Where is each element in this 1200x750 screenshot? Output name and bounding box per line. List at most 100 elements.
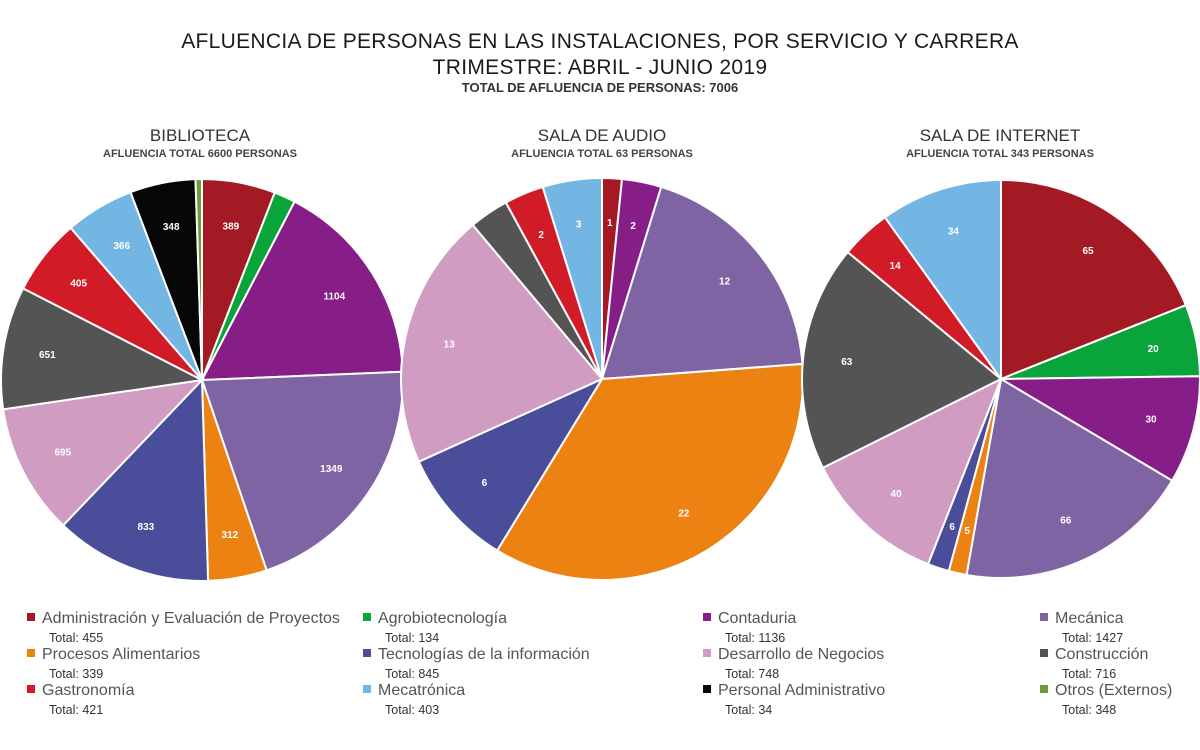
data-label: 833	[138, 522, 155, 533]
legend-swatch	[1040, 612, 1048, 621]
legend-label: Mecatrónica	[378, 682, 466, 699]
legend-swatch	[1040, 684, 1048, 693]
data-label: 1104	[323, 291, 345, 302]
legend-swatch	[27, 612, 35, 621]
data-label: 34	[948, 227, 960, 238]
pie-slice	[200, 200, 404, 382]
legend-label: Construcción	[1055, 646, 1149, 663]
legend-label: Gastronomía	[42, 682, 135, 699]
legend-item: Construcción	[1040, 646, 1148, 664]
data-label: 63	[841, 357, 853, 368]
data-label: 366	[113, 241, 130, 252]
legend-label: Contaduria	[718, 610, 797, 627]
legend-swatch	[703, 648, 711, 657]
legend-total: Total: 748	[725, 667, 780, 681]
data-label: 6	[949, 522, 955, 533]
legend-total: Total: 134	[385, 631, 440, 645]
legend-swatch	[363, 684, 371, 693]
pie-slice	[417, 376, 605, 552]
data-label: 22	[678, 508, 690, 519]
legend-label: Mecánica	[1055, 610, 1124, 627]
data-label: 389	[223, 221, 240, 232]
legend-total: Total: 34	[725, 703, 773, 717]
data-label: 12	[719, 277, 731, 288]
legend-swatch	[363, 612, 371, 621]
data-label: 65	[1082, 246, 1094, 257]
pie-slice	[400, 223, 604, 463]
data-label: 20	[1148, 344, 1160, 355]
data-label: 40	[891, 489, 903, 500]
data-label: 66	[1060, 516, 1072, 527]
pie-slice	[61, 377, 210, 582]
legend-swatch	[363, 648, 371, 657]
data-label: 6	[482, 478, 488, 489]
pie-slice	[600, 185, 804, 381]
pie-slice	[194, 177, 203, 381]
data-label: 14	[890, 261, 902, 272]
legend-swatch	[27, 648, 35, 657]
legend-total: Total: 348	[1062, 703, 1117, 717]
pie-title-sala-audio: SALA DE AUDIO	[537, 126, 667, 145]
data-label: 3	[576, 220, 582, 231]
legend-item: Contaduria	[703, 610, 796, 628]
legend-label: Personal Administrativo	[718, 682, 886, 699]
chart-total: TOTAL DE AFLUENCIA DE PERSONAS: 7006	[461, 80, 739, 95]
legend-label: Otros (Externos)	[1055, 682, 1173, 699]
pie-slice	[0, 287, 206, 411]
legend-total: Total: 716	[1062, 667, 1117, 681]
legend-item: Otros (Externos)	[1040, 682, 1172, 700]
pie-title-biblioteca: BIBLIOTECA	[149, 126, 251, 145]
legend-total: Total: 1136	[725, 631, 786, 645]
legend-total: Total: 1427	[1062, 631, 1124, 645]
pie-slice	[821, 376, 1003, 566]
pie-slice	[800, 250, 1003, 470]
legend-item: Personal Administrativo	[703, 682, 885, 700]
pie-slice	[965, 377, 1174, 579]
pie-slice	[541, 176, 603, 380]
data-label: 1349	[320, 464, 343, 475]
legend-item: Administración y Evaluación de Proyectos	[27, 610, 340, 628]
legend-item: Mecánica	[1040, 610, 1123, 628]
legend-item: Procesos Alimentarios	[27, 646, 200, 664]
pie-title-sala-internet: SALA DE INTERNET	[919, 126, 1081, 145]
data-label: 13	[444, 340, 456, 351]
legend-item: Agrobiotecnología	[363, 610, 507, 628]
data-label: 348	[163, 222, 180, 233]
data-label: 30	[1145, 415, 1157, 426]
legend-label: Tecnologías de la información	[378, 646, 590, 663]
data-label: 651	[39, 350, 56, 361]
legend-swatch	[703, 684, 711, 693]
legend-label: Procesos Alimentarios	[42, 646, 201, 663]
legend-total: Total: 339	[49, 667, 104, 681]
pie-subtitle-sala-internet: AFLUENCIA TOTAL 343 PERSONAS	[906, 148, 1094, 160]
legend-label: Desarrollo de Negocios	[718, 646, 885, 663]
legend-item: Tecnologías de la información	[363, 646, 590, 664]
pie-subtitle-sala-audio: AFLUENCIA TOTAL 63 PERSONAS	[511, 148, 693, 160]
legend-swatch	[1040, 648, 1048, 657]
legend-item: Desarrollo de Negocios	[703, 646, 884, 664]
legend-label: Agrobiotecnología	[378, 610, 507, 627]
chart-title: AFLUENCIA DE PERSONAS EN LAS INSTALACION…	[181, 30, 1019, 53]
legend-label: Administración y Evaluación de Proyectos	[42, 610, 340, 627]
pie-slice	[2, 378, 205, 527]
legend-total: Total: 845	[385, 667, 440, 681]
legend-total: Total: 455	[49, 631, 104, 645]
data-label: 2	[630, 221, 636, 232]
pie-2: 65 20 30 66 56 40 63 14 34	[800, 178, 1200, 579]
data-label: 1	[607, 218, 613, 229]
data-label: 695	[54, 448, 71, 459]
pie-0: 389 1104 1349 312 833 695 651 405 366 348	[0, 177, 404, 582]
legend-total: Total: 421	[49, 703, 104, 717]
pie-slice	[495, 362, 804, 581]
legend-item: Mecatrónica	[363, 682, 465, 700]
legend-total: Total: 403	[385, 703, 440, 717]
legend-swatch	[27, 684, 35, 693]
data-label: 2	[538, 230, 544, 241]
legend-swatch	[703, 612, 711, 621]
legend-item: Gastronomía	[27, 682, 134, 700]
data-label: 5	[964, 526, 970, 537]
data-label: 405	[70, 279, 87, 290]
pie-slice	[1000, 178, 1188, 381]
